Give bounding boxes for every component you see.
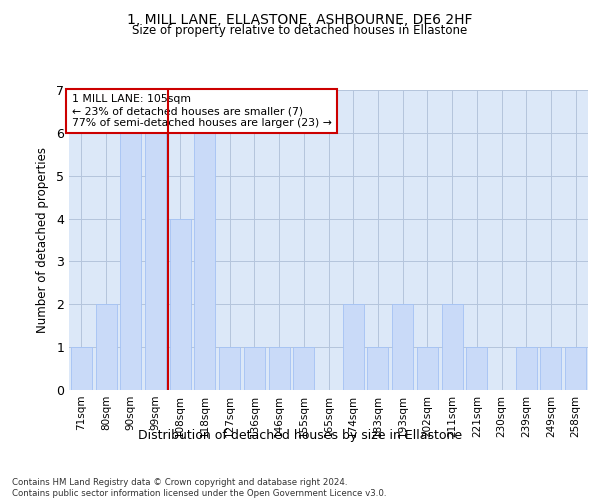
Bar — [392, 304, 413, 390]
Bar — [120, 133, 141, 390]
Bar — [417, 347, 438, 390]
Bar — [466, 347, 487, 390]
Bar — [95, 304, 116, 390]
Bar — [170, 218, 191, 390]
Bar — [194, 133, 215, 390]
Text: Distribution of detached houses by size in Ellastone: Distribution of detached houses by size … — [138, 428, 462, 442]
Bar — [269, 347, 290, 390]
Bar — [145, 133, 166, 390]
Text: Size of property relative to detached houses in Ellastone: Size of property relative to detached ho… — [133, 24, 467, 37]
Bar — [293, 347, 314, 390]
Bar — [516, 347, 537, 390]
Text: Contains HM Land Registry data © Crown copyright and database right 2024.
Contai: Contains HM Land Registry data © Crown c… — [12, 478, 386, 498]
Bar — [367, 347, 388, 390]
Bar — [541, 347, 562, 390]
Bar — [219, 347, 240, 390]
Bar — [244, 347, 265, 390]
Bar — [442, 304, 463, 390]
Bar — [71, 347, 92, 390]
Bar — [343, 304, 364, 390]
Text: 1, MILL LANE, ELLASTONE, ASHBOURNE, DE6 2HF: 1, MILL LANE, ELLASTONE, ASHBOURNE, DE6 … — [127, 12, 473, 26]
Bar — [565, 347, 586, 390]
Y-axis label: Number of detached properties: Number of detached properties — [36, 147, 49, 333]
Text: 1 MILL LANE: 105sqm
← 23% of detached houses are smaller (7)
77% of semi-detache: 1 MILL LANE: 105sqm ← 23% of detached ho… — [71, 94, 331, 128]
